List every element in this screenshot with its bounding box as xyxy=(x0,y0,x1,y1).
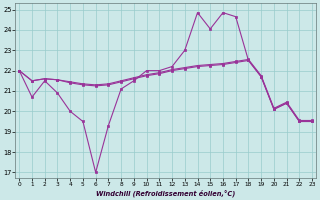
X-axis label: Windchill (Refroidissement éolien,°C): Windchill (Refroidissement éolien,°C) xyxy=(96,189,235,197)
